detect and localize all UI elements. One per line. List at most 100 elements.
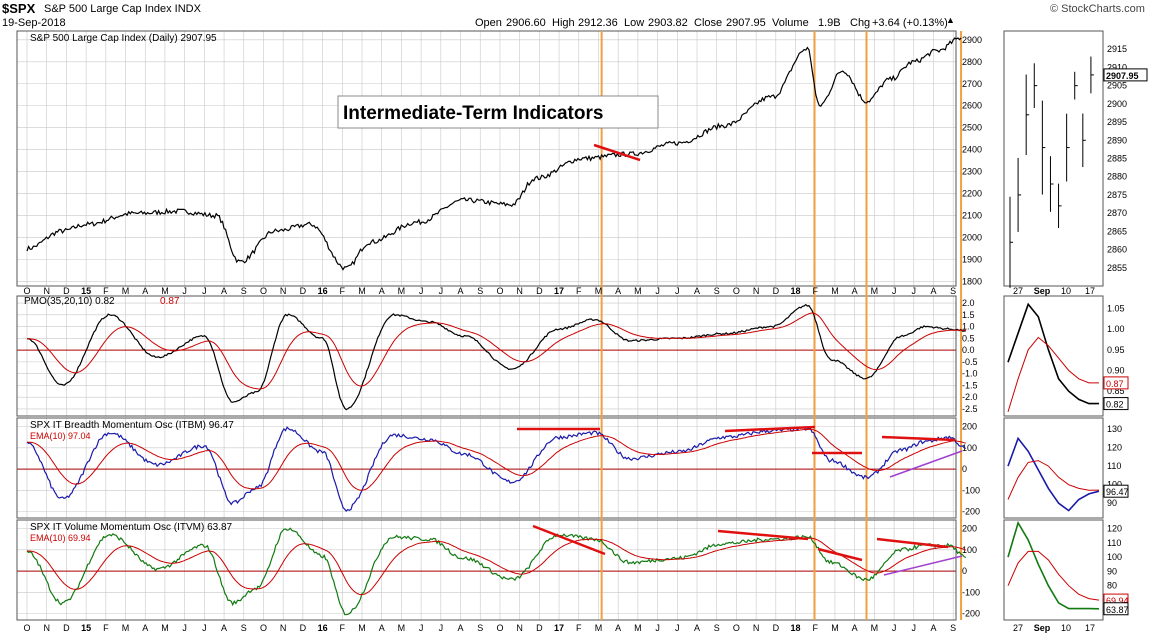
trendline-itbm (889, 450, 963, 478)
zoom-frame-price (1003, 30, 1104, 287)
x-month-label-bottom: N (516, 623, 523, 633)
zoom-value-label-itvm: 63.87 (1106, 605, 1129, 615)
y-tick-label-price: 2900 (962, 35, 982, 45)
x-month-label: A (458, 286, 464, 296)
x-month-label: D (536, 286, 543, 296)
zoom-price-tick: 2885 (1107, 154, 1127, 164)
panel-frame-price (16, 30, 957, 287)
x-month-label-bottom: F (340, 623, 346, 633)
zoom-price-tick: 2900 (1107, 99, 1127, 109)
x-month-label: F (812, 286, 818, 296)
x-month-label: J (202, 286, 207, 296)
chart-date: 19-Sep-2018 (2, 17, 66, 29)
x-month-label-bottom: M (398, 623, 406, 633)
x-month-label: M (358, 286, 366, 296)
zoom-tick-itbm: 130 (1107, 424, 1122, 434)
y-tick-label-pmo: 1.0 (962, 322, 975, 332)
y-tick-label-itbm: 0 (962, 464, 967, 474)
x-month-label: N (280, 286, 287, 296)
zoom-tick-pmo: 0.90 (1107, 365, 1125, 375)
x-month-label: 16 (318, 286, 328, 296)
itbm-ema-label: EMA(10) 97.04 (30, 431, 91, 441)
x-month-label: J (439, 286, 444, 296)
y-tick-label-itvm: 200 (962, 524, 977, 534)
y-tick-label-pmo: -2.5 (962, 404, 978, 414)
x-month-label: J (912, 286, 917, 296)
x-month-label: F (576, 286, 582, 296)
zoom-close-box (1103, 68, 1148, 82)
x-month-label: O (23, 286, 30, 296)
x-month-label-bottom: A (930, 623, 936, 633)
y-tick-label-pmo: 0.0 (962, 345, 975, 355)
x-month-label-bottom: S (477, 623, 483, 633)
trendline-itvm (883, 555, 963, 576)
x-month-label: A (694, 286, 700, 296)
zoom-signal-pmo (1007, 336, 1099, 413)
security-name: S&P 500 Large Cap Index INDX (44, 3, 201, 15)
x-month-label-bottom: 15 (81, 623, 91, 633)
open-value: 2906.60 (506, 17, 546, 29)
symbol: $SPX (2, 1, 36, 16)
x-month-label: O (496, 286, 503, 296)
zoom-close-label: 2907.95 (1106, 71, 1139, 81)
x-month-label: M (161, 286, 169, 296)
zoom-tick-itbm: 110 (1107, 461, 1121, 471)
panel-frame-pmo (16, 295, 957, 417)
y-tick-label-pmo: -0.5 (962, 357, 978, 367)
x-month-label-bottom: S (241, 623, 247, 633)
zoom-tick-pmo: 0.85 (1107, 386, 1125, 396)
x-month-label: D (63, 286, 70, 296)
x-month-label: O (733, 286, 740, 296)
y-tick-label-itvm: -200 (962, 609, 980, 619)
x-month-label-bottom: M (358, 623, 366, 633)
x-month-label: A (615, 286, 621, 296)
zoom-value-label-itbm: 96.47 (1106, 487, 1129, 497)
price-panel-title: S&P 500 Large Cap Index (Daily) 2907.95 (30, 33, 217, 44)
y-tick-label-itbm: 200 (962, 422, 977, 432)
trendline-itbm (881, 435, 956, 442)
y-tick-label-price: 2600 (962, 101, 982, 111)
x-month-label: M (634, 286, 642, 296)
zoom-x-label: Sep (1034, 286, 1051, 296)
zoom-x-label: 17 (1085, 286, 1095, 296)
x-month-label: M (398, 286, 406, 296)
zoom-line-itvm (1007, 520, 1100, 610)
x-month-label-bottom: O (260, 623, 267, 633)
x-month-label-bottom: J (912, 623, 917, 633)
x-month-label-bottom: J (675, 623, 680, 633)
volume-label: Volume (772, 17, 809, 29)
zoom-line-itbm (1007, 436, 1100, 512)
x-month-label: J (675, 286, 680, 296)
y-tick-label-itvm: -100 (962, 587, 980, 597)
y-tick-label-price: 2800 (962, 57, 982, 67)
x-month-label-bottom: 16 (318, 623, 328, 633)
x-month-label: J (892, 286, 897, 296)
panel-frame-itvm (16, 519, 957, 621)
zoom-value-box-pmo (1103, 397, 1129, 411)
high-label: High (552, 17, 575, 29)
x-month-label: S (477, 286, 483, 296)
x-month-label-bottom: N (43, 623, 50, 633)
y-tick-label-price: 2500 (962, 123, 982, 133)
zoom-line-pmo (1007, 302, 1099, 405)
x-month-label: M (122, 286, 130, 296)
x-month-label: M (595, 286, 603, 296)
pmo-line-signal (27, 312, 966, 390)
x-month-label: D (300, 286, 307, 296)
zoom-price-tick: 2875 (1107, 190, 1127, 200)
x-month-label-bottom: F (103, 623, 109, 633)
x-month-label: S (714, 286, 720, 296)
x-month-label-bottom: A (458, 623, 464, 633)
zoom-value-box-itbm (1103, 484, 1129, 498)
y-tick-label-itvm: 0 (962, 566, 967, 576)
zoom-x-label-bottom: 10 (1061, 623, 1071, 633)
x-month-label-bottom: J (439, 623, 444, 633)
zoom-price-tick: 2890 (1107, 135, 1127, 145)
y-tick-label-price: 2200 (962, 189, 982, 199)
y-tick-label-itbm: 100 (962, 443, 977, 453)
zoom-tick-itvm: 90 (1107, 566, 1117, 576)
y-tick-label-price: 1900 (962, 255, 982, 265)
x-month-label: O (260, 286, 267, 296)
x-month-label: A (930, 286, 936, 296)
